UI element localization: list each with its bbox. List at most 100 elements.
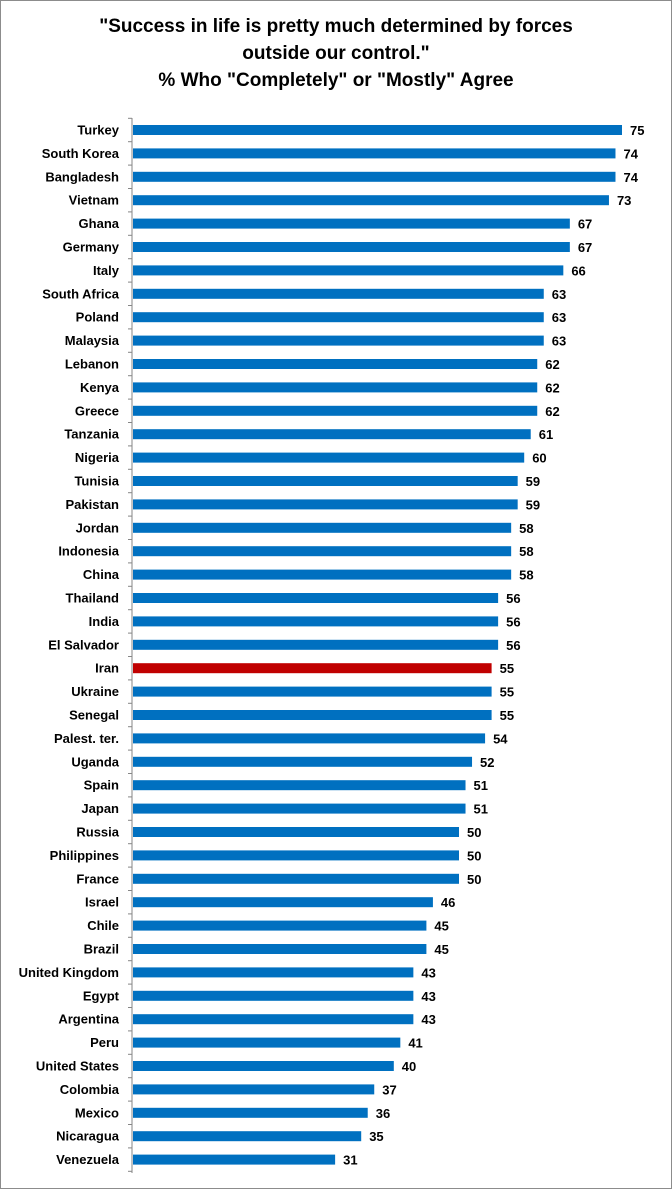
category-label: El Salvador	[48, 637, 119, 652]
category-label: Israel	[85, 895, 119, 910]
bar	[133, 1084, 375, 1095]
bar	[133, 569, 512, 580]
category-label: China	[83, 567, 120, 582]
category-label: Japan	[81, 801, 119, 816]
value-label: 59	[526, 474, 540, 489]
value-label: 58	[519, 568, 533, 583]
category-label: Egypt	[83, 988, 120, 1003]
value-label: 56	[506, 591, 520, 606]
value-label: 52	[480, 755, 494, 770]
bar	[133, 429, 531, 440]
bar	[133, 1037, 401, 1048]
value-label: 40	[402, 1059, 416, 1074]
bar	[133, 733, 486, 744]
value-label: 50	[467, 848, 481, 863]
category-label: Lebanon	[65, 357, 119, 372]
bar	[133, 850, 459, 861]
value-label: 50	[467, 872, 481, 887]
category-label: France	[76, 871, 119, 886]
bar	[133, 1061, 394, 1071]
value-label: 63	[552, 310, 566, 325]
category-label: Nicaragua	[56, 1129, 120, 1144]
category-label: Italy	[93, 263, 120, 278]
value-label: 43	[421, 1012, 435, 1027]
value-label: 59	[526, 497, 540, 512]
value-label: 31	[343, 1153, 357, 1168]
bar	[133, 593, 499, 603]
category-label: Malaysia	[65, 333, 120, 348]
bar	[133, 873, 459, 884]
value-label: 43	[421, 965, 435, 980]
title-line-2: outside our control."	[242, 43, 430, 64]
bar	[133, 1014, 414, 1025]
bar	[133, 359, 538, 369]
category-label: United Kingdom	[19, 965, 119, 980]
value-label: 63	[552, 287, 566, 302]
category-label: Brazil	[84, 942, 119, 957]
category-label: Greece	[75, 403, 119, 418]
value-label: 51	[474, 802, 488, 817]
value-label: 55	[500, 708, 514, 723]
bar	[133, 1107, 368, 1118]
bar	[133, 195, 609, 206]
chart-title: "Success in life is pretty much determin…	[1, 13, 671, 94]
category-label: Ghana	[79, 216, 120, 231]
category-label: Venezuela	[56, 1152, 120, 1167]
value-label: 74	[623, 170, 638, 185]
value-label: 58	[519, 521, 533, 536]
category-label: Uganda	[71, 754, 119, 769]
bar	[133, 944, 427, 954]
category-label: South Korea	[42, 146, 120, 161]
category-label: Indonesia	[58, 544, 119, 559]
category-label: Ukraine	[71, 684, 119, 699]
value-label: 75	[630, 123, 644, 138]
value-label: 45	[434, 919, 448, 934]
category-label: Thailand	[66, 591, 120, 606]
category-label: Senegal	[69, 708, 119, 723]
bar	[133, 897, 433, 908]
category-label: Argentina	[58, 1012, 119, 1027]
value-label: 73	[617, 193, 631, 208]
category-label: Pakistan	[66, 497, 120, 512]
bar	[133, 639, 499, 650]
category-label: Colombia	[60, 1082, 120, 1097]
value-label: 46	[441, 895, 455, 910]
value-label: 45	[434, 942, 448, 957]
bar	[133, 405, 538, 416]
category-label: Palest. ter.	[54, 731, 119, 746]
bar	[133, 756, 473, 767]
category-label: Russia	[76, 825, 119, 840]
title-line-1: "Success in life is pretty much determin…	[99, 16, 573, 37]
value-label: 36	[376, 1106, 390, 1121]
value-label: 37	[382, 1082, 396, 1097]
bar	[133, 1154, 336, 1165]
bar	[133, 218, 570, 229]
value-label: 56	[506, 614, 520, 629]
bar	[133, 522, 512, 533]
value-label: 35	[369, 1129, 383, 1144]
category-label: United States	[36, 1059, 119, 1074]
bar	[133, 990, 414, 1001]
value-label: 43	[421, 989, 435, 1004]
bar	[133, 920, 427, 931]
category-label: Vietnam	[69, 193, 119, 208]
bar	[133, 125, 622, 135]
value-label: 54	[493, 731, 508, 746]
highlighted-bar	[133, 663, 492, 674]
category-label: Peru	[90, 1035, 119, 1050]
category-label: Tanzania	[64, 427, 119, 442]
category-label: Iran	[95, 661, 119, 676]
value-label: 66	[571, 263, 585, 278]
category-label: Philippines	[50, 848, 119, 863]
value-label: 74	[623, 146, 638, 161]
bar	[133, 171, 616, 182]
bar	[133, 780, 466, 791]
bar	[133, 710, 492, 720]
bar	[133, 967, 414, 978]
value-label: 67	[578, 240, 592, 255]
value-label: 50	[467, 825, 481, 840]
category-label: Nigeria	[75, 450, 120, 465]
bar	[133, 242, 570, 252]
title-line-3: % Who "Completely" or "Mostly" Agree	[158, 70, 514, 91]
bar	[133, 827, 459, 837]
